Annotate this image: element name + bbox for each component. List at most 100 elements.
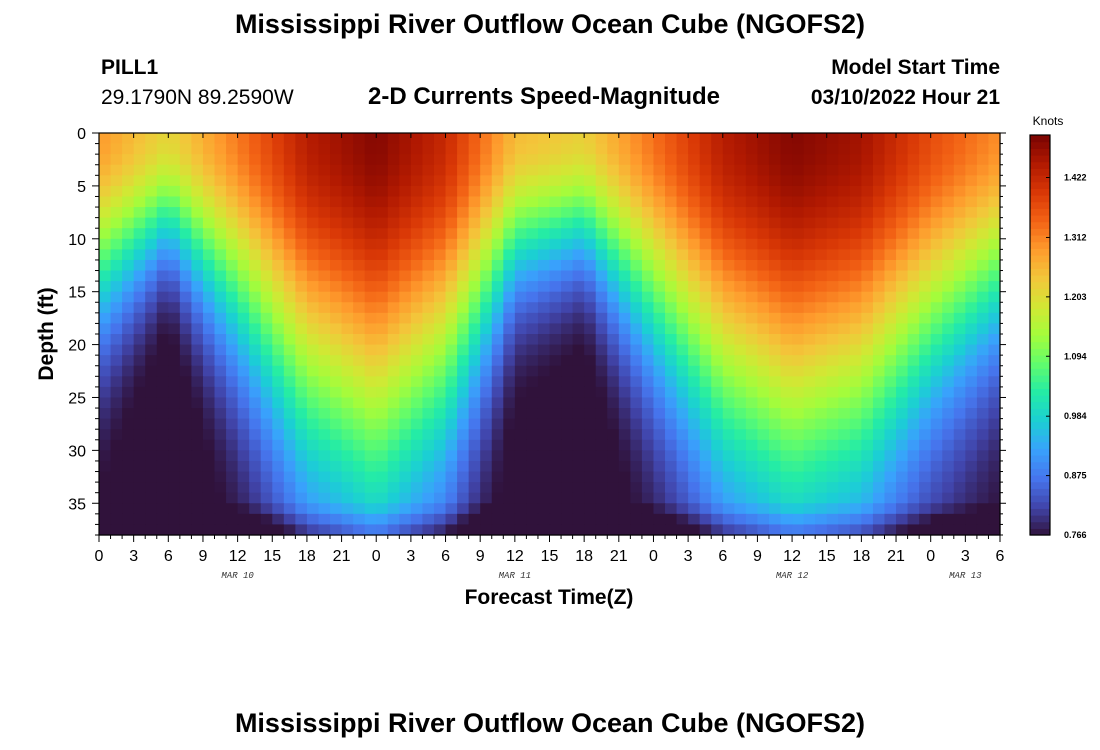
heatmap-cell [653, 376, 666, 388]
heatmap-cell [976, 270, 990, 282]
heatmap-cell [757, 207, 770, 219]
heatmap-cell [618, 492, 631, 504]
heatmap-cell [260, 175, 273, 187]
heatmap-cell [283, 344, 296, 356]
heatmap-cell [422, 386, 435, 399]
heatmap-cell [780, 334, 793, 346]
heatmap-cell [688, 207, 701, 219]
heatmap-cell [872, 249, 886, 261]
heatmap-cell [145, 323, 158, 335]
heatmap-cell [988, 185, 1001, 198]
heatmap-cell [399, 365, 412, 377]
heatmap-cell [641, 376, 655, 388]
colorbar-segment [1030, 395, 1050, 403]
heatmap-cell [353, 344, 366, 356]
heatmap-cell [260, 334, 273, 346]
heatmap-cell [872, 133, 886, 145]
heatmap-cell [503, 355, 516, 367]
heatmap-cell [260, 355, 273, 367]
heatmap-cell [99, 439, 112, 451]
heatmap-cell [422, 133, 435, 145]
heatmap-cell [734, 291, 747, 303]
heatmap-cell [226, 460, 239, 473]
heatmap-cell [260, 238, 273, 250]
heatmap-cell [953, 133, 966, 145]
heatmap-cell [491, 133, 504, 145]
heatmap-cell [896, 450, 909, 462]
heatmap-cell [849, 503, 862, 515]
heatmap-cell [353, 291, 366, 303]
heatmap-cell [896, 460, 909, 473]
heatmap-cell [341, 175, 354, 187]
heatmap-cell [757, 334, 770, 346]
heatmap-cell [387, 196, 400, 208]
heatmap-cell [133, 524, 146, 536]
heatmap-cell [480, 344, 493, 356]
heatmap-cell [780, 302, 793, 314]
heatmap-cell [237, 355, 250, 367]
heatmap-cell [688, 460, 701, 473]
heatmap-cell [179, 376, 193, 388]
heatmap-cell [283, 196, 296, 208]
heatmap-cell [433, 355, 447, 367]
heatmap-cell [353, 281, 366, 293]
heatmap-cell [803, 450, 816, 462]
heatmap-cell [930, 175, 943, 187]
colorbar-segment [1030, 241, 1050, 249]
heatmap-cell [930, 524, 943, 536]
heatmap-cell [468, 524, 481, 536]
heatmap-cell [191, 238, 204, 250]
heatmap-cell [410, 429, 424, 441]
heatmap-cell [537, 281, 551, 293]
heatmap-cell [641, 323, 655, 335]
heatmap-cell [861, 291, 874, 303]
heatmap-cell [849, 355, 862, 367]
heatmap-cell [965, 344, 978, 356]
heatmap-cell [503, 524, 516, 536]
heatmap-cell [99, 418, 112, 430]
heatmap-cell [330, 259, 343, 272]
heatmap-cell [433, 291, 447, 303]
heatmap-cell [861, 323, 874, 335]
heatmap-cell [930, 503, 943, 515]
heatmap-cell [861, 355, 874, 367]
heatmap-cell [353, 460, 366, 473]
heatmap-cell [826, 302, 839, 314]
heatmap-cell [110, 207, 123, 219]
heatmap-cell [745, 175, 759, 187]
heatmap-cell [549, 133, 562, 145]
heatmap-cell [457, 249, 470, 261]
heatmap-cell [872, 270, 886, 282]
heatmap-cell [422, 312, 435, 325]
heatmap-cell [803, 418, 816, 430]
heatmap-cell [711, 175, 724, 187]
heatmap-cell [861, 217, 874, 229]
heatmap-cell [168, 196, 181, 208]
heatmap-cell [595, 133, 608, 145]
heatmap-cell [803, 154, 816, 166]
heatmap-cell [965, 492, 978, 504]
heatmap-cell [768, 217, 782, 229]
heatmap-cell [122, 386, 135, 399]
heatmap-cell [214, 355, 227, 367]
heatmap-cell [618, 524, 631, 536]
heatmap-cell [780, 355, 793, 367]
heatmap-cell [676, 238, 689, 250]
heatmap-cell [630, 460, 643, 473]
heatmap-cell [341, 460, 354, 473]
heatmap-cell [503, 482, 516, 494]
heatmap-cell [145, 207, 158, 219]
heatmap-cell [283, 334, 296, 346]
heatmap-cell [665, 281, 678, 293]
heatmap-cell [953, 482, 966, 494]
heatmap-cell [665, 185, 678, 198]
heatmap-cell [295, 397, 308, 409]
heatmap-cell [930, 513, 943, 526]
chart-subtitle: 2-D Currents Speed-Magnitude [368, 83, 721, 110]
heatmap-cell [399, 503, 412, 515]
heatmap-cell [930, 397, 943, 409]
heatmap-cell [191, 185, 204, 198]
heatmap-cell [433, 365, 447, 377]
heatmap-cell [514, 249, 527, 261]
heatmap-cell [826, 513, 839, 526]
